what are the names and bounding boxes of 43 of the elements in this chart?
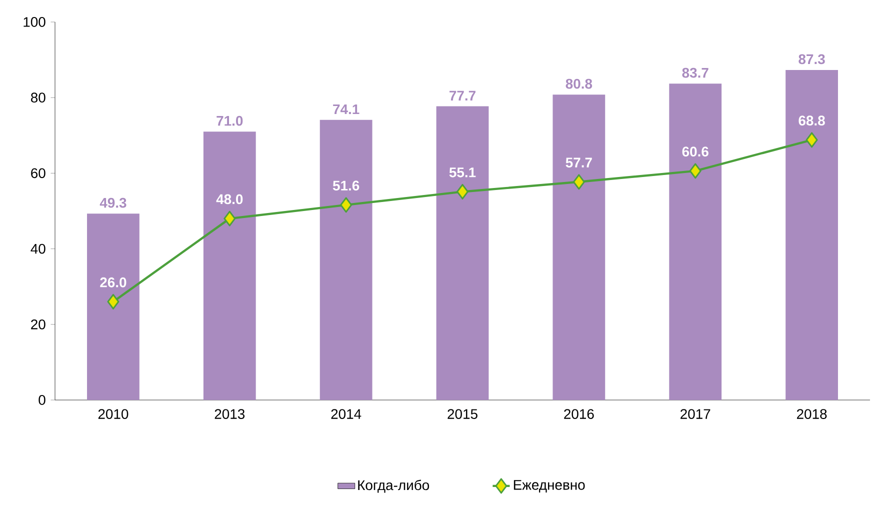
x-tick-label: 2018 <box>796 409 827 419</box>
y-tick-label: 80 <box>30 92 46 103</box>
point <box>806 132 818 148</box>
bar <box>320 120 372 400</box>
bar <box>436 106 489 400</box>
bar <box>786 70 838 400</box>
data-label: 80.8 <box>566 78 592 89</box>
data-label: 87.3 <box>798 54 825 64</box>
x-tick-label: 2016 <box>564 409 594 419</box>
legend-label: Ежедневно <box>514 480 585 492</box>
legend-label: Когда-либо <box>358 480 430 493</box>
data-label: 26.0 <box>100 277 126 288</box>
data-label: 83.7 <box>682 68 708 78</box>
data-label: 77.7 <box>450 90 476 100</box>
data-label: 71.0 <box>216 116 243 126</box>
x-tick-label: 2017 <box>680 409 710 419</box>
bar <box>669 84 722 400</box>
y-tick-label: 0 <box>38 395 46 405</box>
data-label: 68.8 <box>798 116 825 126</box>
data-label: 57.7 <box>566 158 592 168</box>
data-label: 51.6 <box>332 180 360 191</box>
data-label: 49.3 <box>100 198 126 208</box>
x-tick-label: 2013 <box>214 409 245 419</box>
point <box>224 210 236 226</box>
y-tick-label: 60 <box>31 168 46 178</box>
data-label: 48.0 <box>216 194 243 204</box>
bar <box>87 214 140 400</box>
point <box>572 174 585 190</box>
data-label: 60.6 <box>682 146 708 157</box>
point <box>107 294 120 310</box>
y-tick-label: 20 <box>31 319 46 330</box>
x-tick-label: 2014 <box>331 409 362 419</box>
y-tick-label: 100 <box>24 17 46 27</box>
x-tick-label: 2015 <box>448 409 478 419</box>
x-tick-label: 2010 <box>98 409 128 419</box>
bar <box>203 132 256 400</box>
data-label: 74.1 <box>333 104 360 114</box>
point <box>689 163 702 179</box>
point <box>340 197 352 213</box>
point <box>456 184 468 200</box>
data-label: 55.1 <box>449 168 476 178</box>
y-tick-label: 40 <box>30 244 46 254</box>
bar <box>552 94 606 400</box>
